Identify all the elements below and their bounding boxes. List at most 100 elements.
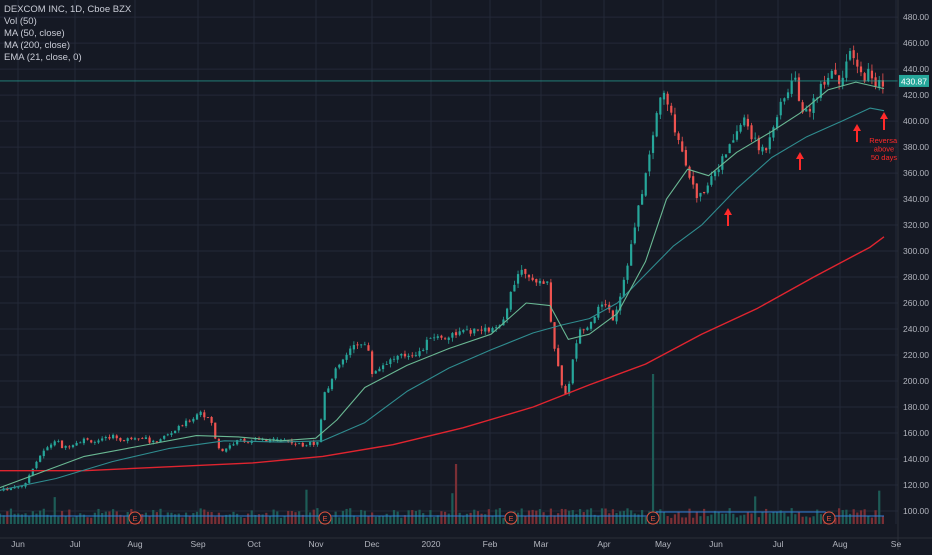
y-tick-label: 280.00 <box>903 272 929 282</box>
candle-body <box>553 322 556 349</box>
candle-body <box>502 319 505 326</box>
volume-bar <box>692 517 695 524</box>
candle-body <box>611 310 615 321</box>
volume-bar <box>575 513 578 524</box>
candle-body <box>422 349 425 351</box>
volume-bar <box>356 517 359 524</box>
legend-volume[interactable]: Vol (50) <box>4 16 37 27</box>
candle-body <box>819 83 822 98</box>
candle-body <box>228 445 231 449</box>
candle-body <box>97 440 100 443</box>
volume-bar <box>717 511 720 524</box>
x-tick-label: Oct <box>247 539 261 549</box>
candle-body <box>538 280 542 284</box>
volume-pane <box>0 374 884 524</box>
legend-ema21[interactable]: EMA (21, close, 0) <box>4 52 82 63</box>
volume-bar <box>71 517 75 524</box>
candle-body <box>549 282 552 322</box>
volume-bar <box>228 514 231 524</box>
volume-bar <box>418 509 421 524</box>
candle-body <box>867 68 870 81</box>
volume-bar <box>46 514 49 524</box>
volume-bar <box>261 514 264 524</box>
chart-title[interactable]: DEXCOM INC, 1D, Cboe BZX <box>4 4 132 15</box>
candle-body <box>352 345 355 350</box>
candle-body <box>721 156 724 170</box>
volume-bar <box>294 512 297 524</box>
volume-bar <box>79 513 82 524</box>
legend-ma200[interactable]: MA (200, close) <box>4 40 70 51</box>
volume-bar <box>108 511 111 524</box>
candle-body <box>454 332 458 336</box>
current-price-badge <box>899 74 929 87</box>
y-tick-label: 100.00 <box>903 506 929 516</box>
candle-body <box>163 435 166 439</box>
candle-body <box>484 327 487 332</box>
volume-bar <box>816 509 819 524</box>
x-tick-label: Se <box>891 539 902 549</box>
candle-body <box>527 274 531 278</box>
volume-bar <box>422 513 425 524</box>
candle-body <box>535 279 538 283</box>
annotation-arrow-head <box>880 112 888 119</box>
candle-body <box>71 445 75 448</box>
candle-body <box>298 443 301 445</box>
volume-bar <box>440 511 443 524</box>
candle-body <box>626 265 629 280</box>
volume-bar <box>272 509 275 524</box>
volume-bar <box>111 509 115 524</box>
candle-body <box>203 412 206 418</box>
volume-bar <box>174 514 177 524</box>
candle-body <box>575 343 578 359</box>
volume-bar <box>429 510 432 524</box>
candle-body <box>673 114 677 133</box>
volume-bar <box>571 510 574 524</box>
candle-body <box>859 66 863 73</box>
candle-body <box>589 321 593 329</box>
candle-body <box>411 355 414 357</box>
volume-bar <box>487 509 490 524</box>
volume-bar <box>878 490 881 524</box>
candle-body <box>188 420 191 422</box>
x-tick-label: Jul <box>70 539 81 549</box>
volume-bar <box>458 512 461 524</box>
candle-body <box>644 173 647 196</box>
volume-bar <box>298 511 301 524</box>
candle-body <box>323 392 326 420</box>
candle-body <box>170 433 173 435</box>
candle-body <box>597 306 600 318</box>
candle-body <box>801 102 804 113</box>
candle-body <box>414 355 418 356</box>
candle-body <box>732 140 735 143</box>
volume-bar <box>790 508 793 524</box>
candle-body <box>319 419 323 443</box>
candle-body <box>214 422 217 439</box>
candle-body <box>327 388 330 393</box>
candle-body <box>462 330 465 333</box>
y-tick-label: 220.00 <box>903 350 929 360</box>
candle-body <box>640 194 644 205</box>
volume-bar <box>214 516 217 524</box>
volume-bar <box>644 516 647 524</box>
y-tick-label: 420.00 <box>903 90 929 100</box>
annotation-arrow-head <box>853 124 861 131</box>
candle-body <box>436 336 439 338</box>
volume-bar <box>309 512 312 524</box>
candle-body <box>666 93 669 105</box>
volume-bar <box>640 510 644 524</box>
candle-body <box>93 441 96 443</box>
ema21-line <box>0 81 885 489</box>
legend-ma50[interactable]: MA (50, close) <box>4 28 65 39</box>
candle-body <box>848 51 852 60</box>
candle-body <box>28 475 31 483</box>
volume-bar <box>126 512 129 524</box>
volume-bar <box>414 510 418 524</box>
candle-body <box>670 105 673 113</box>
volume-bar <box>746 511 749 524</box>
volume-bar <box>221 516 224 524</box>
volume-bar <box>659 509 662 524</box>
grid <box>0 0 898 524</box>
